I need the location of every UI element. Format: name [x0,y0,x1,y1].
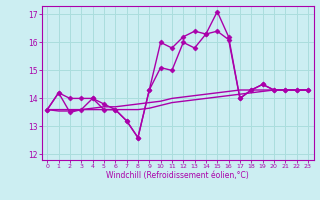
X-axis label: Windchill (Refroidissement éolien,°C): Windchill (Refroidissement éolien,°C) [106,171,249,180]
